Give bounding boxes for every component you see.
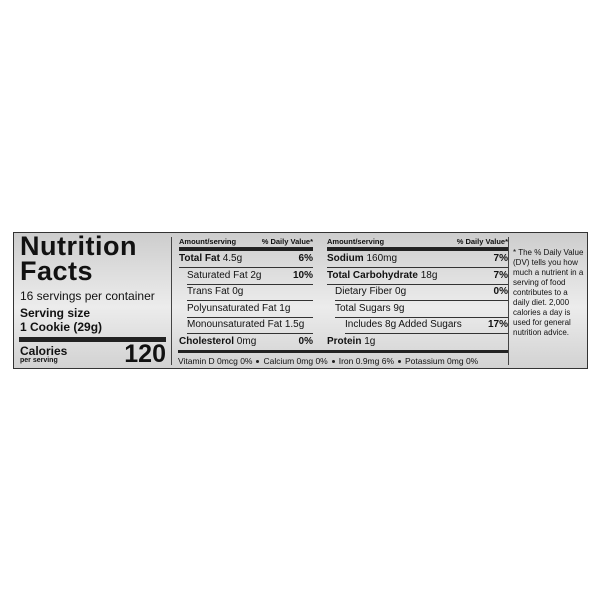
nutrient-amount: 1g [279, 302, 291, 314]
nutrient-amount: 0g [232, 286, 244, 298]
nutrient-row: Total Carbohydrate 18g 7% [327, 268, 508, 285]
nutrient-row: Cholesterol 0mg 0% [179, 334, 313, 350]
nutrient-name: Cholesterol [179, 336, 235, 347]
nutrient-amount: 4.5g [222, 253, 243, 264]
daily-value: 7% [493, 253, 508, 264]
daily-value: 0% [493, 286, 508, 298]
nutrient-name: Saturated Fat [187, 269, 248, 281]
nutrient-row: Includes 8g Added Sugars 17% [345, 317, 508, 335]
nutrient-name: Total Carbohydrate [327, 269, 418, 281]
nutrient-amount: 0mg [236, 336, 257, 347]
nutrient-row: Total Fat 4.5g 6% [179, 251, 313, 268]
daily-value: 0% [298, 336, 313, 347]
serving-size-label: Serving size [20, 306, 91, 320]
nutrient-name: Protein [327, 336, 362, 347]
nutrient-row: Saturated Fat 2g 10% [187, 268, 313, 285]
dv-header: % Daily Value* [261, 237, 313, 246]
dv-header: % Daily Value* [456, 237, 508, 246]
nutrient-row: Dietary Fiber 0g 0% [335, 284, 508, 302]
separator [331, 360, 335, 364]
separator [256, 360, 260, 364]
footnote: * The % Daily Value (DV) tells you how m… [513, 248, 584, 337]
nutrient-amount: 1.5g [284, 319, 305, 331]
nutrient-row: Protein 1g [327, 334, 508, 350]
serving-size: 1 Cookie (29g) [20, 320, 103, 334]
daily-value: 17% [487, 319, 508, 331]
nutrient-row: Total Sugars 9g [335, 301, 508, 318]
daily-value: 6% [298, 253, 313, 264]
calories-label: Calories [20, 344, 68, 358]
divider [178, 350, 508, 353]
nutrient-name: Trans Fat [187, 286, 230, 298]
calories-value: 120 [124, 340, 166, 368]
nutrient-amount: 160mg [366, 253, 398, 264]
vitamins: Vitamin D 0mcg 0% Calcium 0mg 0% Iron 0.9m… [178, 354, 508, 368]
nutrient-amount: 18g [420, 269, 438, 281]
right-table: Amount/serving % Daily Value* Sodium 160mg… [327, 233, 508, 351]
separator [398, 360, 402, 364]
nutrient-row: Monounsaturated Fat 1.5g [187, 317, 313, 335]
divider [179, 247, 313, 251]
nutrient-amount: 9g [393, 302, 405, 314]
nutrient-name: Includes 8g Added Sugars [345, 319, 462, 331]
daily-value: 7% [493, 269, 508, 281]
nutrient-name: Dietary Fiber [335, 286, 393, 298]
nutrient-name: Total Sugars [335, 302, 391, 314]
nutrient-name: Monounsaturated Fat [187, 319, 283, 331]
nutrient-name: Total Fat [179, 253, 220, 264]
title: Nutrition Facts [20, 231, 137, 286]
amount-header: Amount/serving [179, 237, 237, 246]
daily-value: 10% [292, 269, 313, 281]
servings: 16 servings per container [20, 289, 155, 303]
calories-note: per serving [20, 357, 58, 364]
amount-header: Amount/serving [327, 237, 385, 246]
nutrient-row: Polyunsaturated Fat 1g [187, 301, 313, 318]
left-table: Amount/serving % Daily Value* Total Fat 4.… [179, 233, 313, 351]
vitamin: Iron 0.9mg 6% [338, 356, 395, 366]
nutrition-label: Nutrition Facts 16 servings per containe… [13, 232, 588, 369]
nutrient-amount: 0g [395, 286, 407, 298]
divider [508, 237, 509, 365]
nutrient-row: Trans Fat 0g [187, 284, 313, 302]
vitamin: Vitamin D 0mcg 0% [178, 356, 253, 366]
vitamin: Potassium 0mg 0% [405, 356, 479, 366]
nutrient-amount: 1g [364, 336, 376, 347]
divider [19, 337, 166, 342]
divider [171, 237, 172, 365]
nutrient-row: Sodium 160mg 7% [327, 251, 508, 268]
vitamin: Calcium 0mg 0% [263, 356, 328, 366]
divider [327, 247, 508, 251]
nutrient-name: Polyunsaturated Fat [187, 302, 277, 314]
nutrient-name: Sodium [327, 253, 364, 264]
nutrient-amount: 2g [250, 269, 262, 281]
